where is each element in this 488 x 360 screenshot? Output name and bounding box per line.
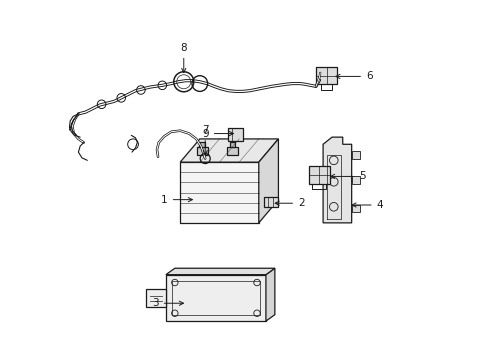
Bar (315, 67, 337, 84)
Bar (264, 197, 277, 207)
Bar (351, 205, 359, 212)
Polygon shape (165, 268, 274, 275)
Bar (351, 152, 359, 158)
Text: 6: 6 (335, 71, 372, 81)
Text: 1: 1 (161, 195, 192, 204)
Polygon shape (265, 268, 274, 321)
Bar (228, 128, 242, 141)
Text: 2: 2 (275, 198, 304, 208)
Bar (308, 166, 329, 184)
Bar (351, 176, 359, 184)
Polygon shape (258, 139, 278, 223)
Text: 4: 4 (351, 200, 383, 210)
Polygon shape (180, 139, 278, 162)
Bar (172, 281, 259, 315)
Text: 7: 7 (202, 125, 208, 155)
Polygon shape (323, 137, 351, 223)
Text: 3: 3 (152, 298, 183, 308)
Bar (229, 142, 235, 147)
Bar (227, 147, 237, 155)
Bar (165, 275, 265, 321)
Bar (146, 289, 165, 307)
Text: 9: 9 (202, 129, 233, 139)
Text: 5: 5 (330, 171, 365, 181)
Bar (180, 162, 258, 223)
Text: 8: 8 (180, 43, 187, 73)
Bar (196, 147, 207, 155)
Bar (199, 142, 204, 147)
